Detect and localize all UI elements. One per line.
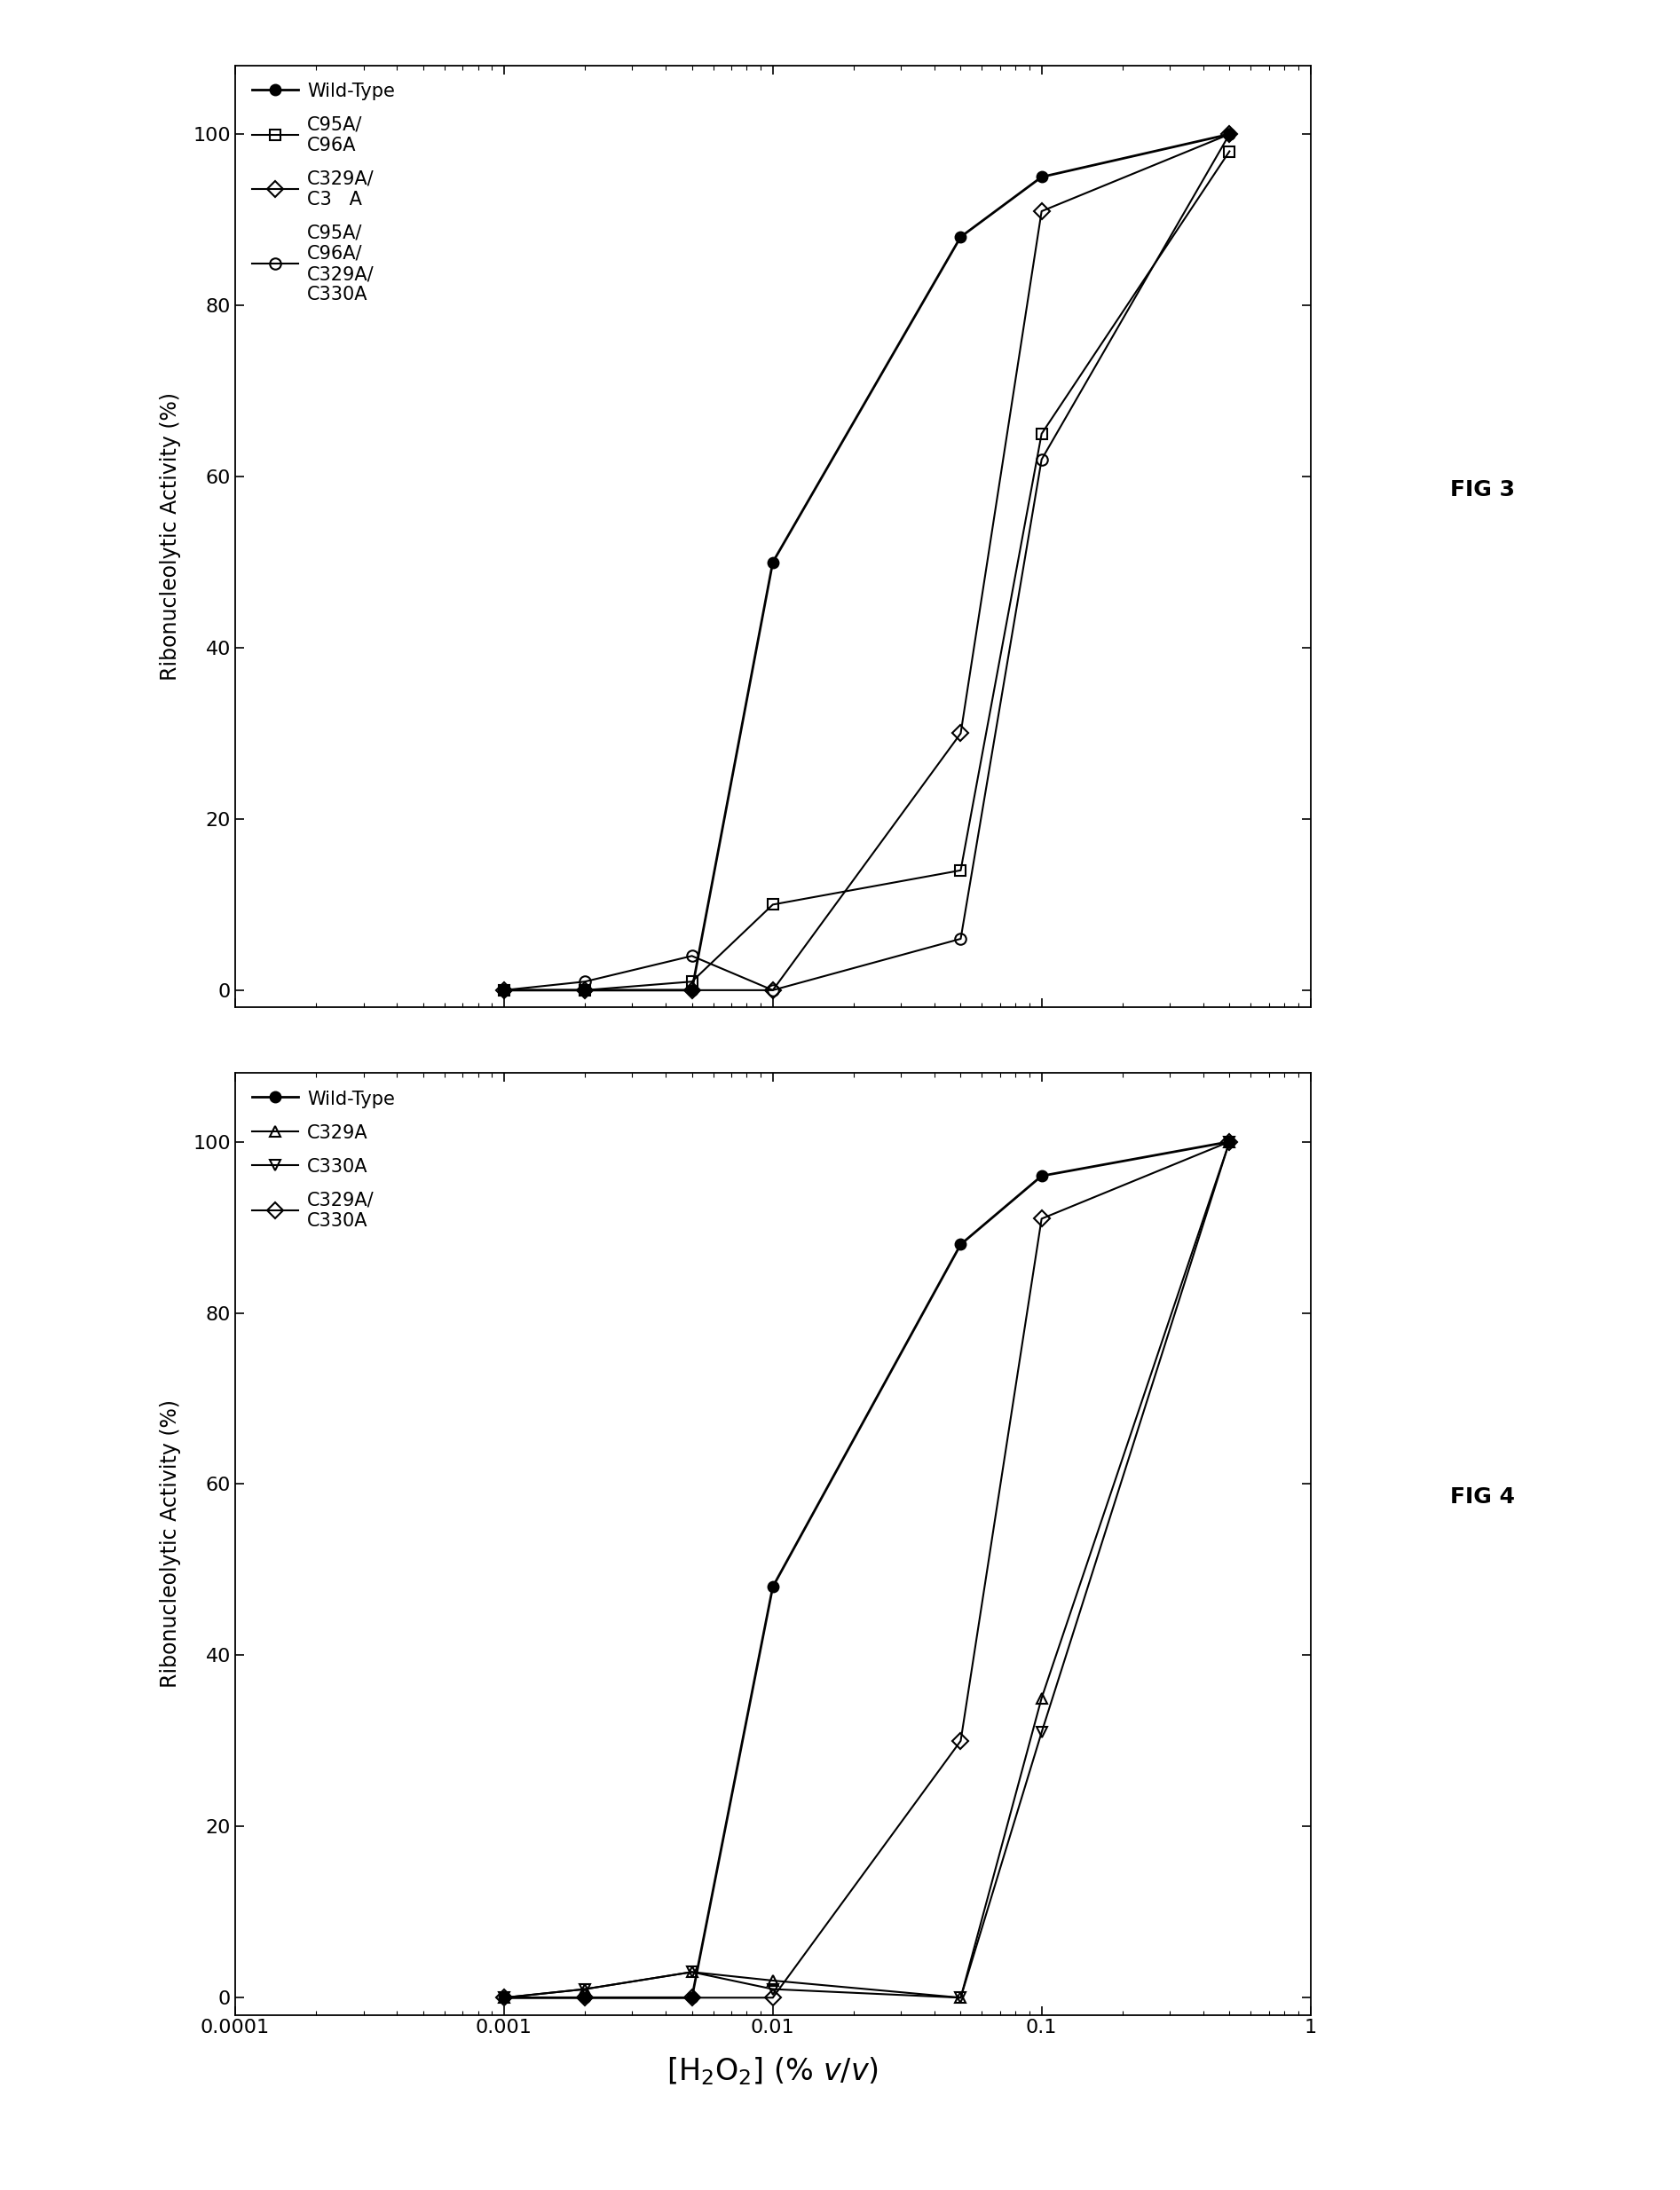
Wild-Type	[1032, 164, 1052, 191]
C329A/
C330A	[494, 1984, 514, 2010]
Y-axis label: Ribonucleolytic Activity (%): Ribonucleolytic Activity (%)	[160, 392, 181, 681]
C329A/
C330A	[763, 1984, 783, 2010]
Line: C95A/
C96A/
C329A/
C330A: C95A/ C96A/ C329A/ C330A	[499, 129, 1235, 996]
Text: FIG 4: FIG 4	[1450, 1487, 1515, 1507]
Wild-Type	[763, 550, 783, 576]
C329A/
C330A	[1220, 1128, 1240, 1154]
C329A	[682, 1958, 702, 1984]
Line: C329A/
C3   A: C329A/ C3 A	[499, 129, 1235, 996]
Wild-Type	[951, 223, 971, 250]
C95A/
C96A/
C329A/
C330A	[575, 968, 595, 994]
C330A	[494, 1984, 514, 2010]
C330A	[951, 1984, 971, 2010]
Line: C95A/
C96A: C95A/ C96A	[499, 147, 1235, 996]
C329A/
C3   A	[494, 977, 514, 1003]
C95A/
C96A/
C329A/
C330A	[763, 977, 783, 1003]
Wild-Type	[1220, 120, 1240, 147]
C95A/
C96A	[682, 968, 702, 994]
C95A/
C96A	[494, 977, 514, 1003]
Wild-Type	[1220, 1128, 1240, 1154]
C330A	[763, 1975, 783, 2002]
Line: C329A: C329A	[499, 1137, 1235, 2004]
C95A/
C96A	[1032, 420, 1052, 447]
C329A/
C3   A	[951, 721, 971, 747]
Wild-Type	[763, 1575, 783, 1601]
C95A/
C96A	[575, 977, 595, 1003]
C329A/
C3   A	[1220, 120, 1240, 147]
C329A/
C3   A	[575, 977, 595, 1003]
C329A	[575, 1975, 595, 2002]
C95A/
C96A/
C329A/
C330A	[1220, 120, 1240, 147]
C329A	[763, 1967, 783, 1993]
C95A/
C96A	[763, 891, 783, 918]
Legend: Wild-Type, C95A/
C96A, C329A/
C3   A, C95A/
C96A/
C329A/
C330A: Wild-Type, C95A/ C96A, C329A/ C3 A, C95A…	[245, 74, 403, 311]
C95A/
C96A/
C329A/
C330A	[682, 942, 702, 968]
C330A	[1032, 1719, 1052, 1745]
C329A/
C3   A	[682, 977, 702, 1003]
Line: C329A/
C330A: C329A/ C330A	[499, 1137, 1235, 2004]
C95A/
C96A/
C329A/
C330A	[494, 977, 514, 1003]
Wild-Type	[1032, 1163, 1052, 1189]
Y-axis label: Ribonucleolytic Activity (%): Ribonucleolytic Activity (%)	[160, 1399, 181, 1688]
Line: Wild-Type: Wild-Type	[499, 129, 1235, 996]
C330A	[682, 1958, 702, 1984]
Line: Wild-Type: Wild-Type	[499, 1137, 1235, 2004]
C95A/
C96A	[951, 856, 971, 883]
X-axis label: $[\mathrm{H_2O_2}]\ (\%\ v/v)$: $[\mathrm{H_2O_2}]\ (\%\ v/v)$	[667, 2056, 879, 2087]
Text: FIG 3: FIG 3	[1450, 480, 1515, 499]
Wild-Type	[682, 1984, 702, 2010]
Wild-Type	[575, 977, 595, 1003]
C329A/
C3   A	[1032, 197, 1052, 223]
C330A	[575, 1975, 595, 2002]
C329A/
C330A	[575, 1984, 595, 2010]
C329A	[494, 1984, 514, 2010]
Wild-Type	[575, 1984, 595, 2010]
C329A/
C330A	[1032, 1204, 1052, 1231]
C329A	[1220, 1128, 1240, 1154]
Wild-Type	[951, 1231, 971, 1257]
C329A/
C330A	[682, 1984, 702, 2010]
C95A/
C96A	[1220, 138, 1240, 164]
Wild-Type	[494, 1984, 514, 2010]
C95A/
C96A/
C329A/
C330A	[951, 926, 971, 953]
C329A/
C330A	[951, 1728, 971, 1754]
C329A/
C3   A	[763, 977, 783, 1003]
Line: C330A: C330A	[499, 1137, 1235, 2004]
Wild-Type	[494, 977, 514, 1003]
C329A	[1032, 1684, 1052, 1710]
C330A	[1220, 1128, 1240, 1154]
C329A	[951, 1984, 971, 2010]
Legend: Wild-Type, C329A, C330A, C329A/
C330A: Wild-Type, C329A, C330A, C329A/ C330A	[245, 1082, 403, 1237]
Wild-Type	[682, 977, 702, 1003]
C95A/
C96A/
C329A/
C330A	[1032, 447, 1052, 473]
